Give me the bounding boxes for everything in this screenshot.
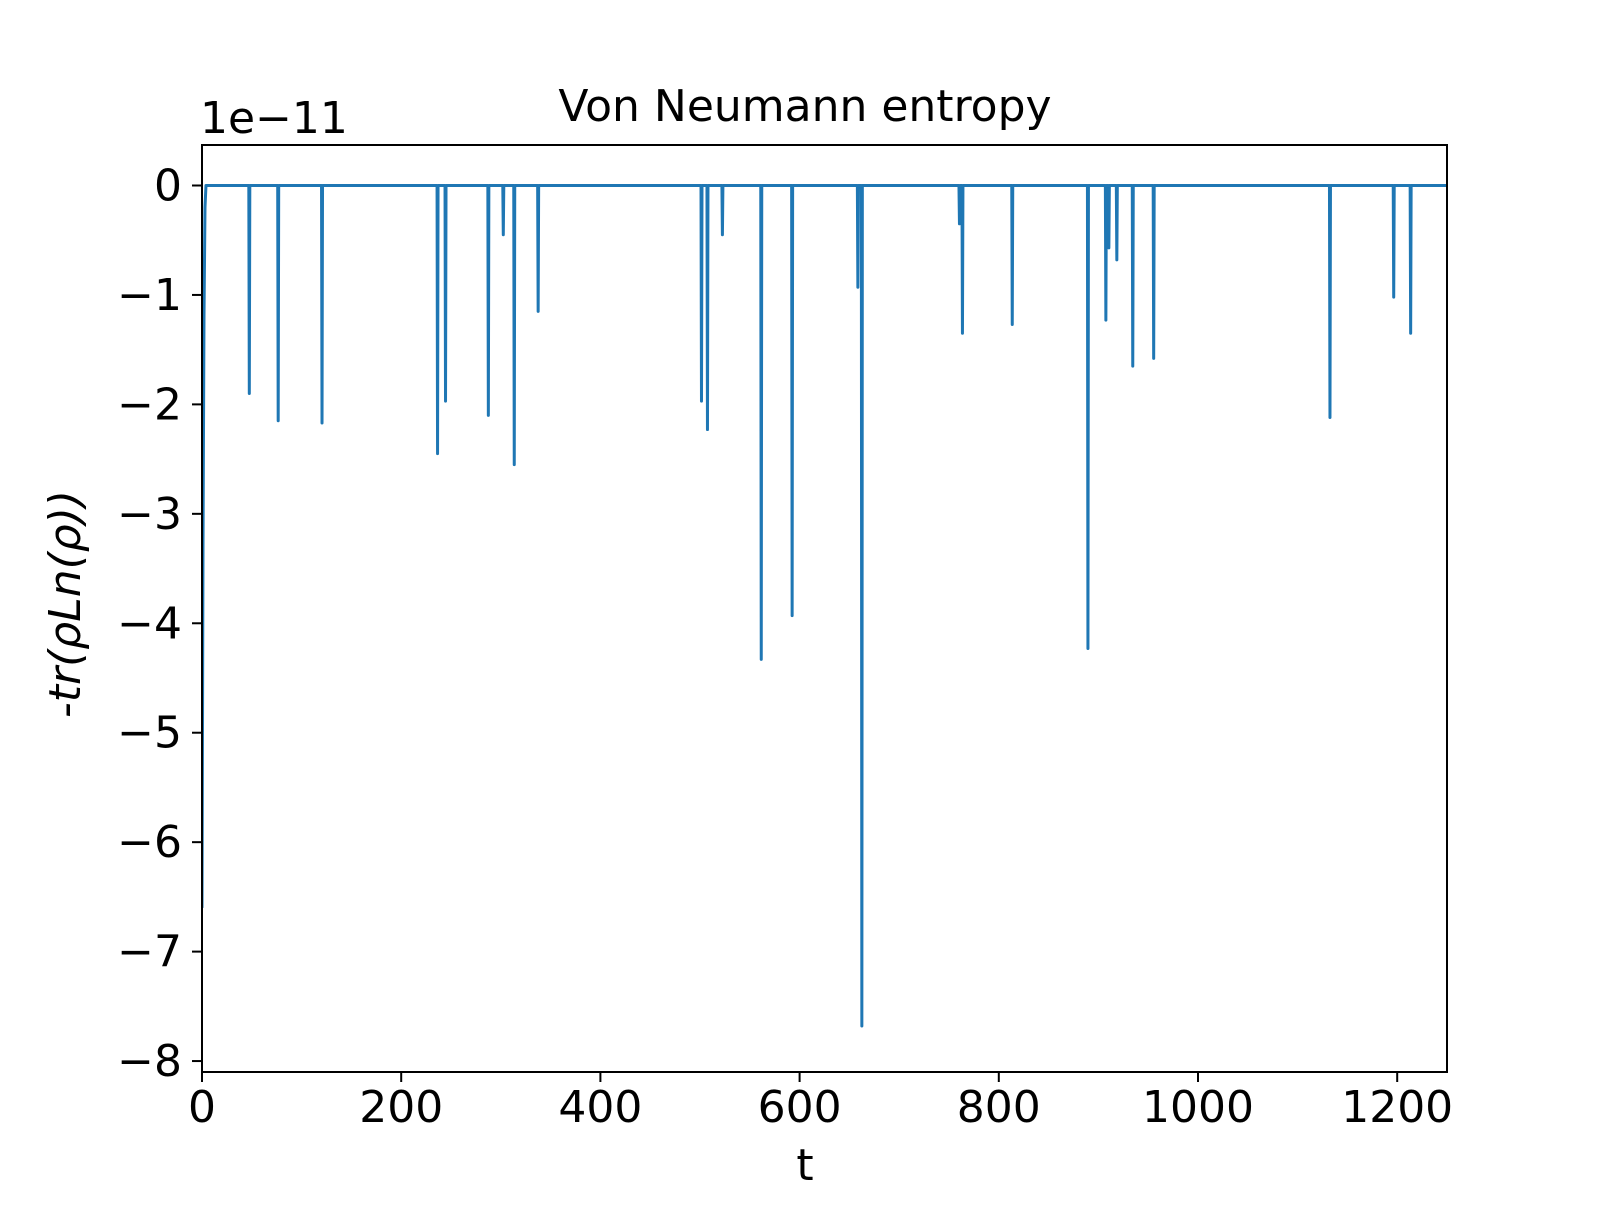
plot-frame: [201, 144, 1448, 1073]
y-tick-label: −3: [117, 489, 182, 540]
x-tick-label: 400: [558, 1082, 642, 1133]
y-tick-label: −7: [117, 927, 182, 978]
x-tick-label: 1200: [1341, 1082, 1453, 1133]
y-tick-label: 0: [154, 160, 182, 211]
plot-area: [202, 183, 1447, 1028]
x-tick-label: 1000: [1142, 1082, 1254, 1133]
x-axis-label: t: [796, 1140, 813, 1191]
x-tick-label: 0: [188, 1082, 216, 1133]
x-tick-label: 800: [957, 1082, 1041, 1133]
x-axis: 0 200 400 600 800 1000 1200: [188, 1072, 1453, 1133]
x-tick-label: 200: [359, 1082, 443, 1133]
y-tick-label: −6: [117, 817, 182, 868]
y-tick-label: −5: [117, 708, 182, 759]
chart-title: Von Neumann entropy: [558, 81, 1051, 132]
y-tick-label: −2: [117, 379, 182, 430]
y-axis-label: -tr(ρLn(ρ)): [40, 490, 91, 718]
x-tick-label: 600: [758, 1082, 842, 1133]
y-axis: 0 −1 −2 −3 −4 −5 −6 −7 −8: [117, 160, 202, 1087]
y-offset-label: 1e−11: [200, 93, 348, 144]
y-tick-label: −4: [117, 598, 182, 649]
y-tick-label: −1: [117, 270, 182, 321]
y-tick-label: −8: [117, 1036, 182, 1087]
series-line-0: [202, 183, 1447, 1028]
